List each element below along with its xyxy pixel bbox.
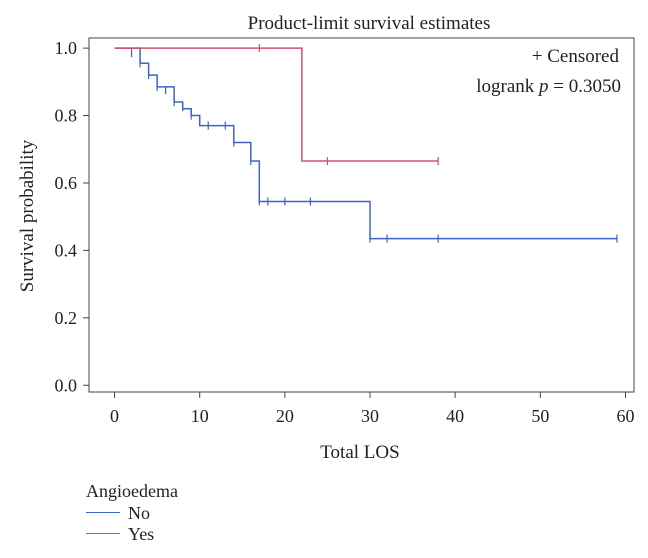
censored-annotation: + Censored <box>532 46 620 67</box>
logrank-value: = 0.3050 <box>549 76 621 97</box>
y-tick-label: 1.0 <box>55 38 78 58</box>
x-axis-label: Total LOS <box>320 442 399 463</box>
y-tick-label: 0.0 <box>55 375 78 395</box>
legend-label-no: No <box>128 502 150 523</box>
y-tick-label: 0.6 <box>55 173 78 193</box>
legend-item-yes: Yes <box>86 523 178 544</box>
legend-swatch-no <box>86 512 120 513</box>
plot-frame <box>88 37 635 393</box>
plot-area: 0 10 20 30 40 50 60 0.0 0.2 0.4 0.6 0.8 1.0 <box>55 37 635 426</box>
legend-swatch-yes <box>86 533 120 534</box>
y-tick-label: 0.4 <box>55 240 78 260</box>
x-tick-label: 0 <box>110 406 119 426</box>
legend-item-no: No <box>86 502 178 523</box>
x-tick-label: 40 <box>446 406 464 426</box>
logrank-annotation: logrank p = 0.3050 <box>476 76 621 97</box>
x-tick-label: 20 <box>276 406 294 426</box>
logrank-p: p <box>537 76 549 97</box>
y-tick-label: 0.2 <box>55 308 78 328</box>
x-tick-label: 60 <box>616 406 634 426</box>
y-tick-label: 0.8 <box>55 106 78 126</box>
legend-label-yes: Yes <box>128 523 155 544</box>
x-tick-label: 50 <box>531 406 549 426</box>
x-tick-label: 10 <box>191 406 209 426</box>
legend: Angioedema No Yes <box>86 480 178 544</box>
x-tick-label: 30 <box>361 406 379 426</box>
legend-title: Angioedema <box>86 481 178 501</box>
series-line-yes <box>114 47 439 162</box>
y-axis-label: Survival probability <box>17 139 38 292</box>
logrank-prefix: logrank <box>476 76 539 97</box>
chart-title: Product-limit survival estimates <box>248 13 491 34</box>
